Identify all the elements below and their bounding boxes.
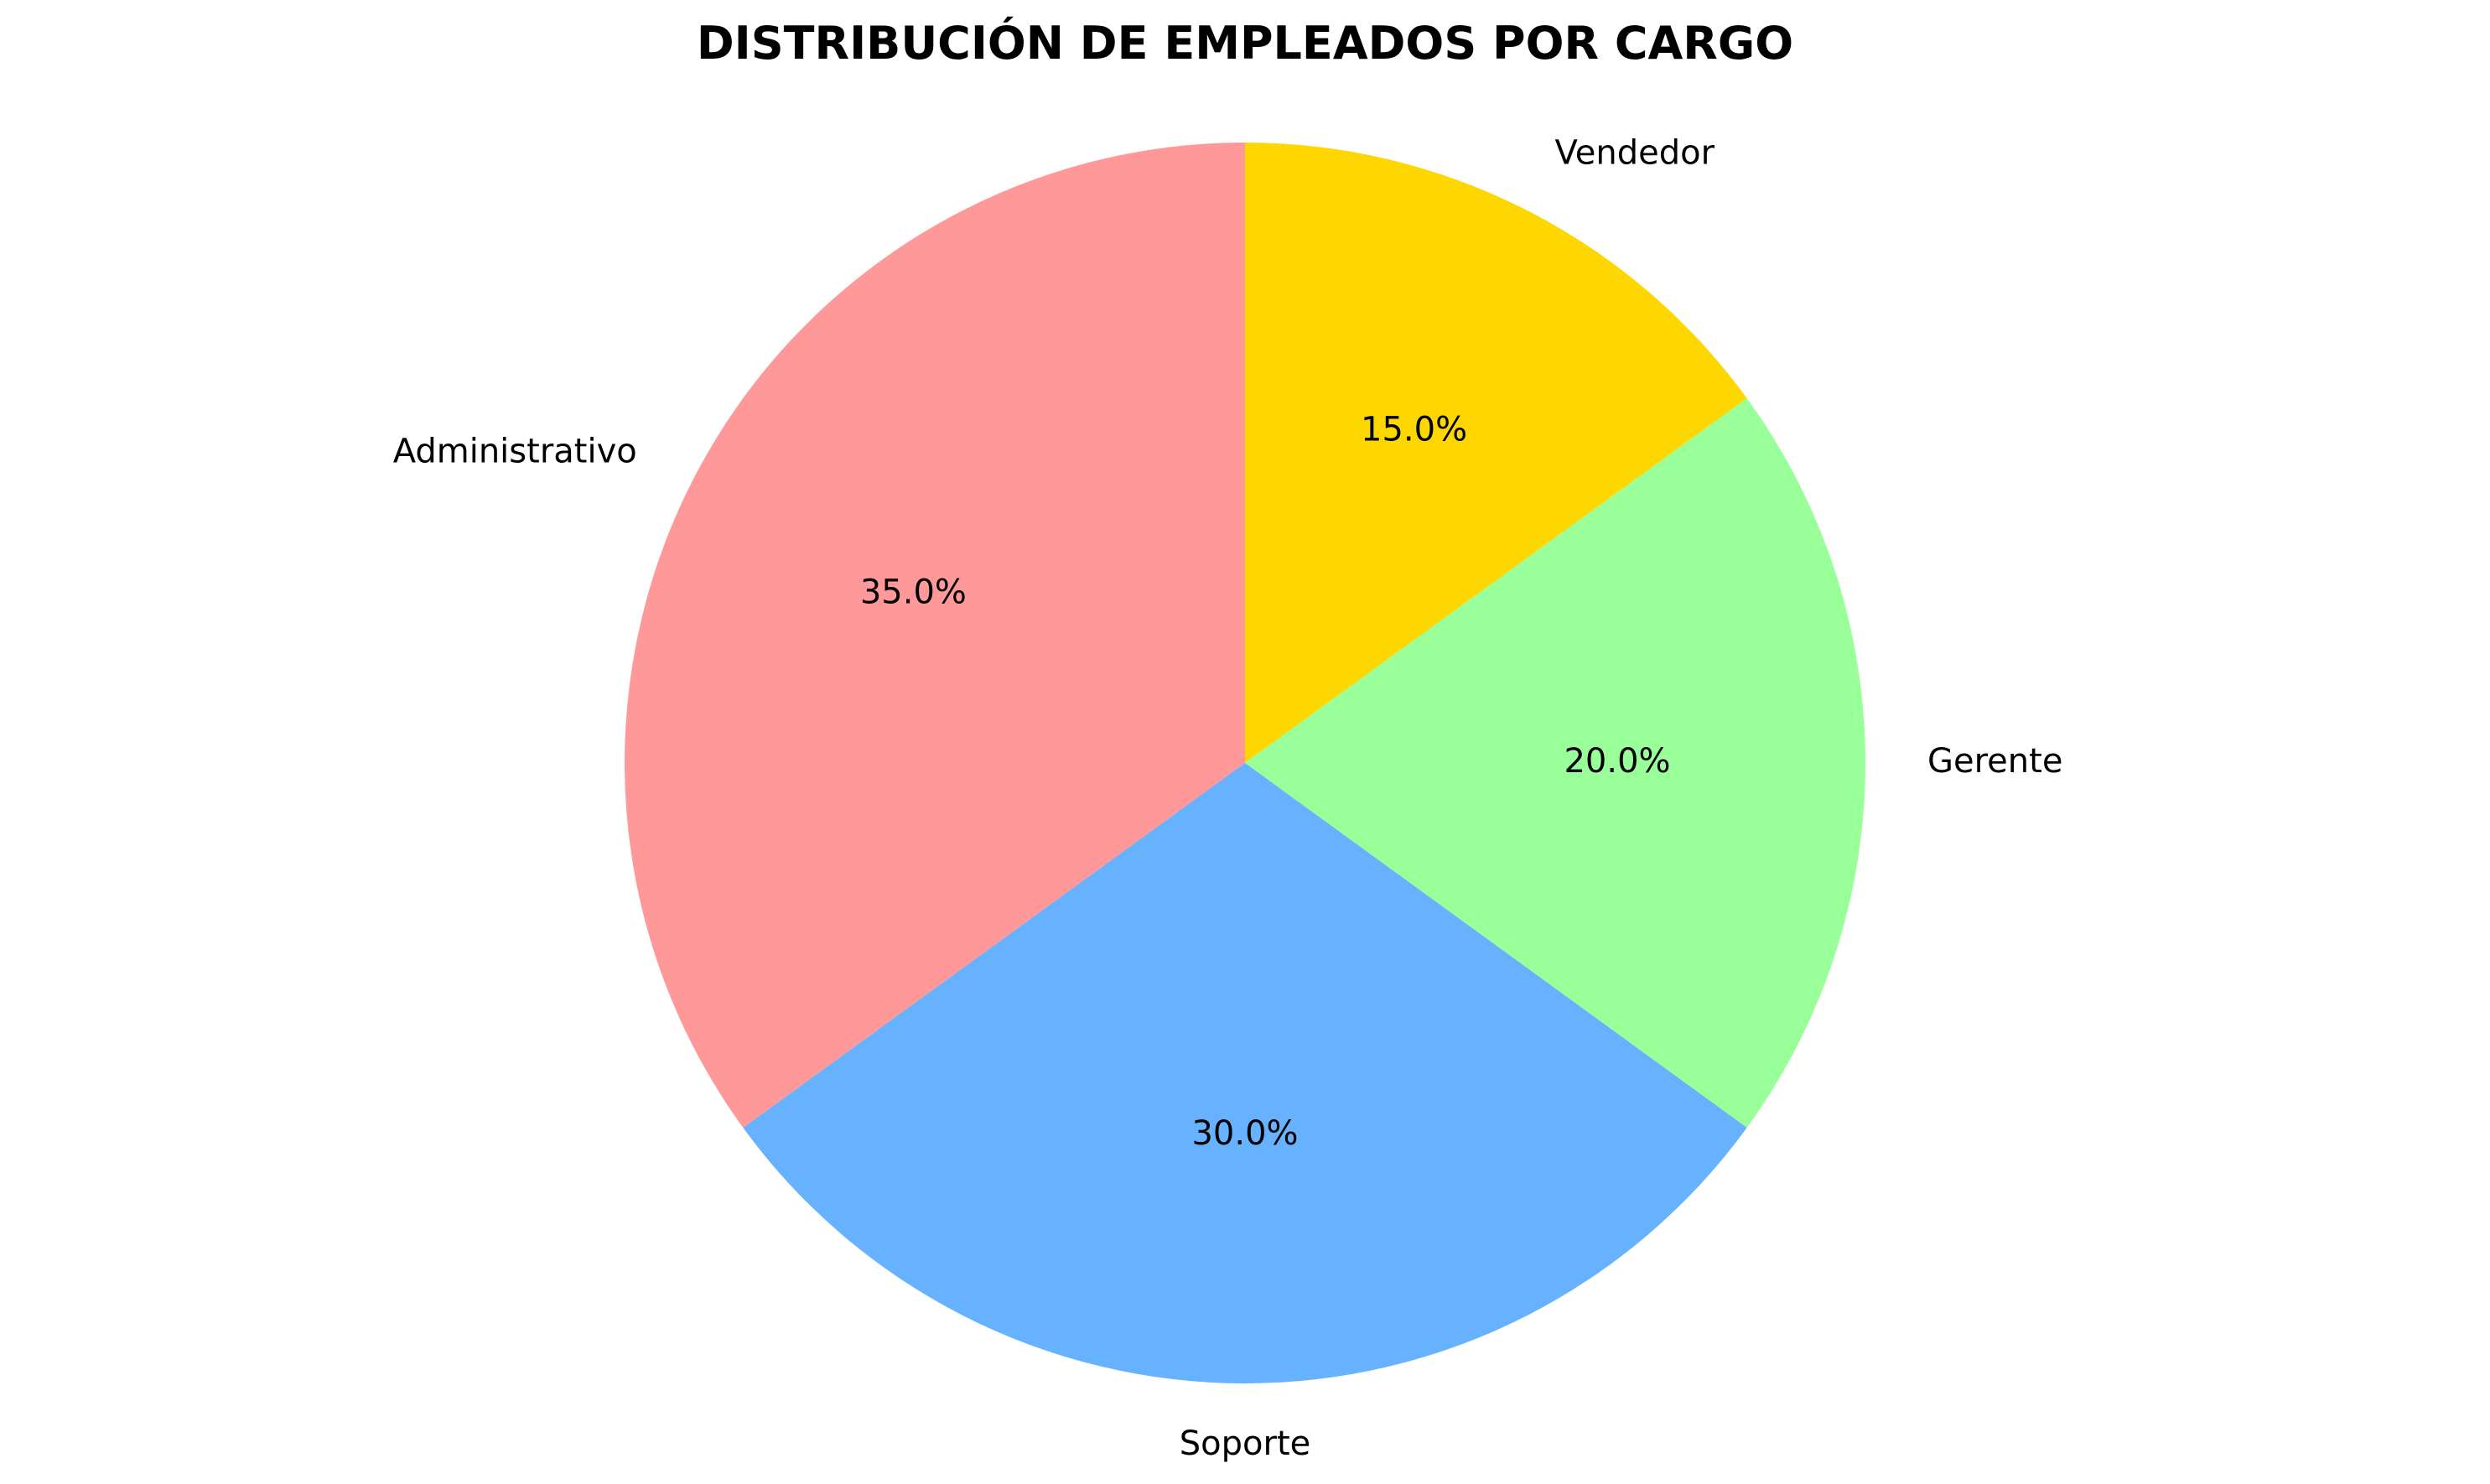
- slice-percent-gerente: 20.0%: [1564, 742, 1670, 781]
- chart-title: DISTRIBUCIÓN DE EMPLEADOS POR CARGO: [697, 17, 1793, 70]
- slice-label-administrativo: Administrativo: [393, 432, 637, 470]
- slice-label-soporte: Soporte: [1180, 1424, 1310, 1463]
- pie-slice-soporte: [743, 763, 1747, 1384]
- pie-labels: Vendedor 15.0% Gerente 20.0% Soporte 30.0% Adm…: [393, 134, 2063, 1463]
- pie-slices: [625, 143, 1866, 1384]
- pie-slice-vendedor: [1245, 143, 1747, 763]
- slice-percent-vendedor: 15.0%: [1361, 410, 1467, 449]
- slice-label-gerente: Gerente: [1927, 742, 2062, 781]
- slice-label-vendedor: Vendedor: [1555, 134, 1715, 173]
- slice-percent-soporte: 30.0%: [1191, 1114, 1298, 1153]
- slice-percent-administrativo: 35.0%: [860, 573, 967, 611]
- pie-slice-gerente: [1245, 398, 1866, 1128]
- pie-slice-administrativo: [625, 143, 1245, 1128]
